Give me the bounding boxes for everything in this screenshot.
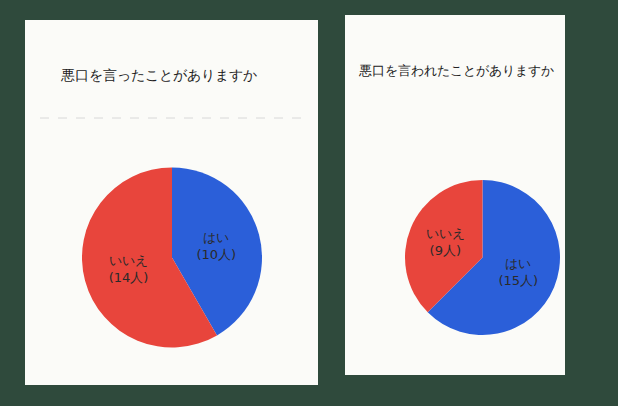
svg-text:悪口を言われたことがありますか: 悪口を言われたことがありますか [358,63,554,78]
svg-text:はい(15人): はい(15人) [498,256,538,288]
svg-text:いいえ(14人): いいえ(14人) [109,253,149,285]
svg-text:悪口を言ったことがありますか: 悪口を言ったことがありますか [60,67,257,83]
svg-text:いいえ(9人): いいえ(9人) [426,226,465,258]
svg-text:はい(10人): はい(10人) [196,230,236,262]
